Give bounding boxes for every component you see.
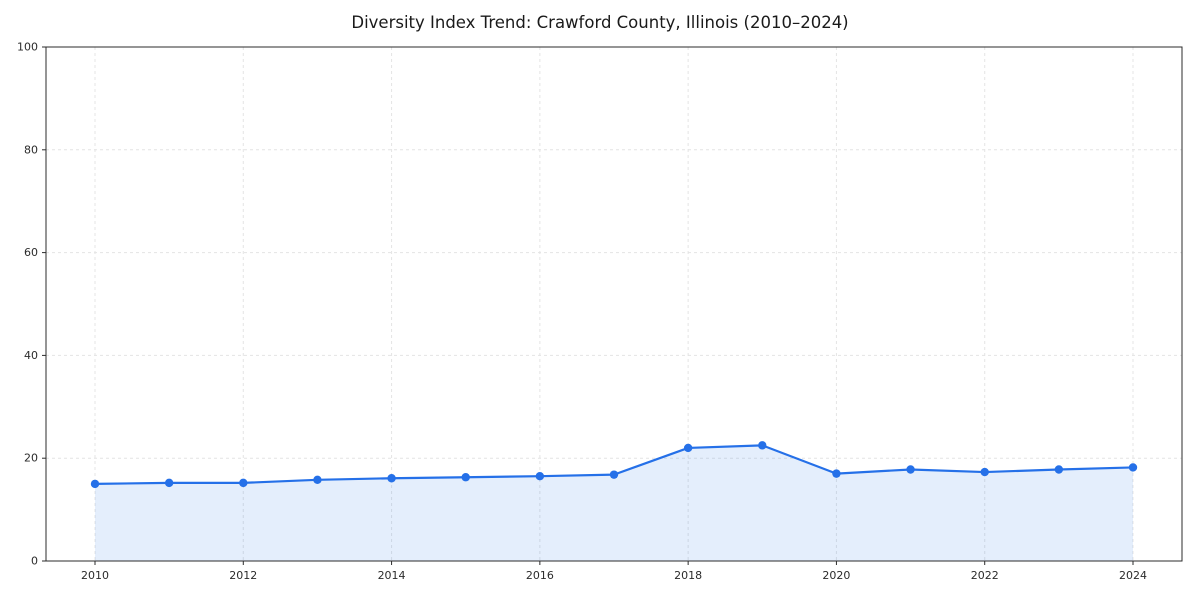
data-point-marker	[758, 441, 767, 450]
data-point-marker	[609, 470, 619, 479]
data-point-marker	[239, 478, 248, 488]
y-tick-label: 40	[24, 349, 38, 362]
data-point-marker	[1128, 463, 1138, 472]
y-tick-label: 80	[24, 143, 38, 156]
data-point-marker	[461, 473, 470, 482]
x-tick-label: 2016	[526, 569, 554, 582]
data-point-marker	[535, 471, 545, 481]
area-fill	[95, 445, 1133, 561]
x-tick-label: 2024	[1119, 569, 1147, 582]
plot-border	[45, 46, 1183, 562]
chart-title: Diversity Index Trend: Crawford County, …	[351, 13, 849, 32]
data-point-marker	[906, 465, 915, 474]
x-tick-label: 2010	[81, 569, 109, 582]
data-point-marker	[832, 469, 841, 478]
data-point-marker	[313, 475, 322, 484]
x-tick-label: 2018	[674, 569, 702, 582]
data-point-marker	[164, 478, 174, 488]
y-tick-label: 100	[17, 41, 38, 54]
data-point-marker	[1054, 465, 1064, 474]
y-tick-label: 0	[31, 555, 38, 568]
x-tick-label: 2022	[971, 569, 999, 582]
x-tick-label: 2020	[822, 569, 850, 582]
x-tick-label: 2012	[229, 569, 257, 582]
data-point-marker	[387, 474, 396, 483]
data-point-marker	[980, 467, 989, 477]
y-tick-label: 60	[24, 246, 38, 259]
data-point-marker	[683, 443, 693, 453]
y-tick-label: 20	[24, 452, 38, 465]
x-tick-label: 2014	[378, 569, 406, 582]
data-point-marker	[90, 479, 100, 489]
